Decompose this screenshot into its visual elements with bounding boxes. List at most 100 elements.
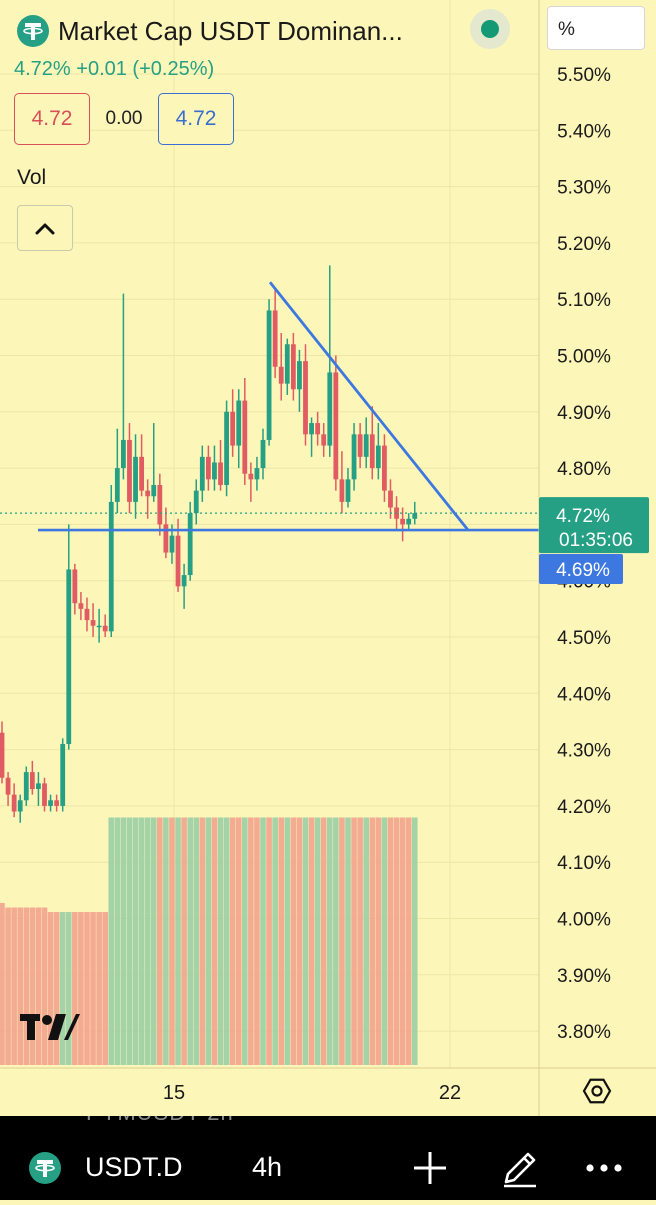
volume-bar: [351, 817, 357, 1065]
volume-bar: [339, 817, 345, 1065]
candle-body: [23, 772, 29, 801]
sell-button[interactable]: 4.72: [14, 93, 90, 145]
y-tick-label: 4.00%: [557, 910, 611, 931]
bottom-toolbar: [0, 1116, 656, 1200]
candle-body: [284, 344, 290, 384]
y-tick-label: 4.10%: [557, 853, 611, 874]
y-tick-label: 4.30%: [557, 741, 611, 762]
volume-bar: [278, 817, 285, 1065]
candle-body: [5, 777, 11, 795]
candle-body: [351, 434, 357, 480]
y-tick-label: 5.10%: [557, 290, 611, 311]
y-tick-label: 5.30%: [557, 178, 611, 199]
volume-bar: [326, 817, 333, 1065]
volume-bar: [5, 907, 11, 1065]
candle-body: [406, 518, 412, 525]
candle-body: [212, 462, 217, 480]
volume-bar: [78, 912, 84, 1065]
tether-logo-icon[interactable]: [28, 1151, 62, 1185]
candle-body: [169, 535, 175, 553]
partial-symbol-text: PYMUSDT 2h: [86, 1116, 234, 1126]
candle-body: [114, 468, 120, 502]
candle-body: [327, 372, 333, 446]
level-badge: [539, 554, 623, 585]
candle-body: [96, 625, 102, 628]
volume-bar: [248, 817, 254, 1065]
volume-indicator-label[interactable]: Vol: [17, 166, 47, 189]
candle-body: [66, 569, 72, 744]
candle-body: [72, 569, 78, 604]
volume-bar: [29, 907, 36, 1065]
plus-icon[interactable]: [410, 1148, 450, 1188]
candle-body: [199, 456, 205, 491]
candle-body: [127, 439, 132, 502]
candle-body: [290, 344, 296, 390]
volume-bar: [369, 817, 376, 1065]
volume-bar: [405, 817, 412, 1065]
volume-bar: [242, 817, 248, 1065]
current-price-text: 4.72%: [556, 506, 610, 527]
candle-body: [218, 462, 223, 485]
volume-bar: [108, 817, 115, 1065]
scale-mode-button[interactable]: %: [547, 6, 645, 50]
market-status-button[interactable]: [470, 9, 510, 49]
interval-selector[interactable]: 4h: [252, 1152, 283, 1182]
symbol-selector[interactable]: USDT.D: [85, 1152, 183, 1182]
volume-bar: [272, 817, 278, 1065]
y-tick-label: 5.00%: [557, 347, 611, 368]
candle-body: [108, 501, 114, 632]
candle-body: [363, 434, 369, 457]
volume-bar: [17, 907, 24, 1065]
volume-bar: [41, 907, 48, 1065]
y-tick-label: 4.80%: [557, 459, 611, 480]
candle-body: [163, 524, 169, 553]
candle-body: [278, 366, 284, 384]
candle-body: [412, 513, 418, 519]
buy-button[interactable]: 4.72: [158, 93, 234, 145]
candle-body: [339, 479, 345, 502]
volume-bar: [35, 907, 42, 1065]
volume-bar: [132, 817, 139, 1065]
volume-bar: [211, 817, 218, 1065]
candle-body: [315, 423, 321, 435]
candle-body: [333, 372, 339, 480]
collapse-indicators-button[interactable]: [17, 205, 73, 251]
candle-body: [309, 423, 314, 435]
symbol-title[interactable]: Market Cap USDT Dominan...: [58, 16, 403, 46]
y-tick-label: 4.90%: [557, 403, 611, 424]
live-status-icon: [481, 20, 499, 38]
pen-icon[interactable]: [498, 1146, 542, 1190]
volume-bar: [387, 817, 394, 1065]
candle-body: [17, 800, 23, 812]
candle-body: [400, 518, 406, 525]
x-tick-label: 15: [163, 1082, 185, 1104]
y-tick-label: 5.50%: [557, 65, 611, 86]
candle-body: [145, 490, 151, 497]
volume-bar: [229, 817, 236, 1065]
candle-body: [382, 445, 387, 491]
volume-bar: [120, 817, 127, 1065]
volume-bar: [320, 817, 327, 1065]
price-badges: 4.72% 01:35:06 4.69%: [539, 497, 649, 585]
y-tick-label: 4.40%: [557, 684, 611, 705]
volume-bar: [308, 817, 315, 1065]
y-tick-label: 3.80%: [557, 1022, 611, 1043]
volume-bar: [296, 817, 303, 1065]
candle-body: [181, 575, 187, 587]
candle-body: [260, 439, 266, 469]
candle-body: [388, 490, 393, 508]
more-horizontal-icon[interactable]: [584, 1160, 624, 1176]
volume-bar: [90, 912, 96, 1065]
drawings[interactable]: [0, 281, 539, 532]
volume-bar: [266, 817, 272, 1065]
volume-bar: [193, 817, 200, 1065]
volume-bar: [199, 817, 206, 1065]
volume-bar: [205, 817, 212, 1065]
volume-bar: [381, 817, 388, 1065]
volume-bar: [72, 912, 78, 1065]
candle-body: [266, 310, 272, 440]
settings-hexagon-icon[interactable]: [582, 1078, 612, 1104]
candle-body: [369, 434, 375, 469]
